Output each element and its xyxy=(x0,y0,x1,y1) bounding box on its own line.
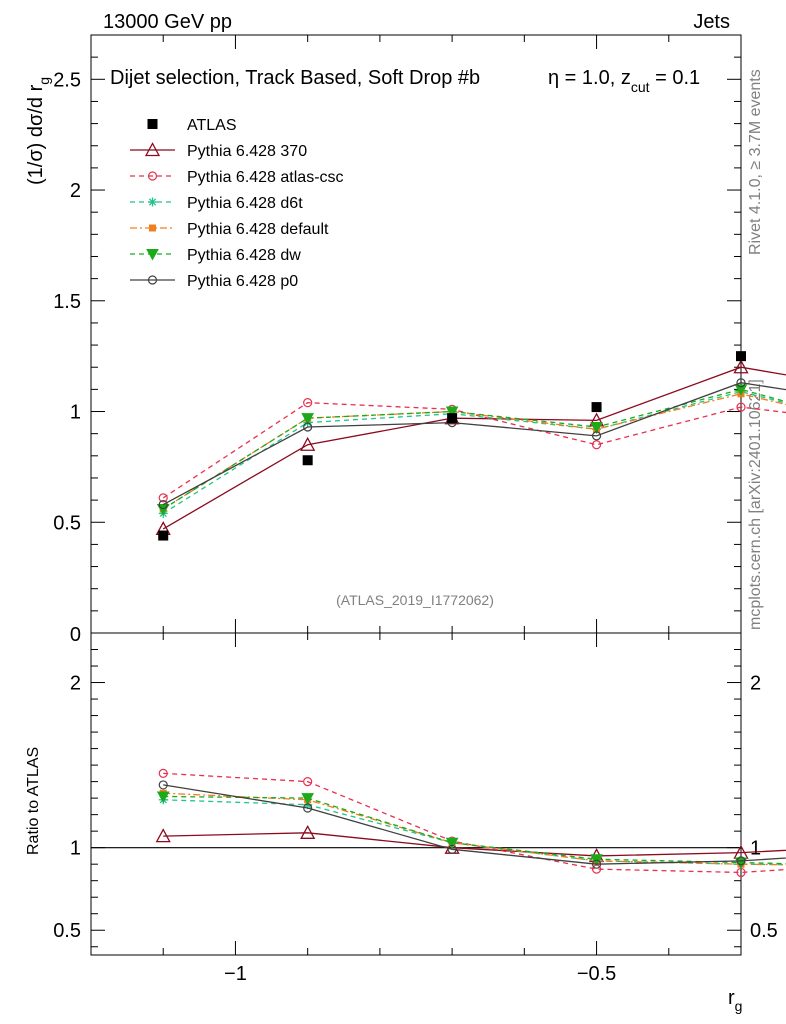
plot-title-eta-text: η = 1.0, z xyxy=(548,67,631,89)
series-line-ratio xyxy=(163,795,786,865)
series-line-main xyxy=(162,393,786,510)
x-axis-title: rg xyxy=(728,987,742,1014)
series-point-main xyxy=(736,402,746,412)
legend: ATLAS Pythia 6.428 370 Pythia 6.428 atlas-… xyxy=(130,117,344,290)
series-point-ratio xyxy=(445,837,459,850)
series-point-main xyxy=(591,440,602,450)
series-point-main xyxy=(736,378,746,388)
series-line-main xyxy=(162,390,786,514)
y-tick-label-ratio: 1 xyxy=(70,838,81,860)
series-line-main xyxy=(162,402,786,499)
y-tick-label-ratio-right: 0.5 xyxy=(750,920,778,942)
analysis-id-label: (ATLAS_2019_I1772062) xyxy=(336,592,494,608)
y-axis-title-main-text: (1/σ) dσ/d r xyxy=(25,84,47,185)
legend-label: Pythia 6.428 p0 xyxy=(187,273,298,290)
x-axis-title-sub: g xyxy=(735,998,743,1014)
data-point-atlas xyxy=(447,413,458,424)
data-point-atlas xyxy=(591,402,602,413)
mcplots-label: mcplots.cern.ch [arXiv:2401.10621] xyxy=(747,379,764,630)
data-point-atlas xyxy=(158,530,169,541)
series-point-main xyxy=(303,422,313,432)
legend-label: Pythia 6.428 370 xyxy=(187,143,307,160)
series-point-main xyxy=(590,422,603,434)
y-axis-title-main: (1/σ) dσ/d rg xyxy=(25,77,52,185)
x-tick-label: −1 xyxy=(224,963,247,985)
star-stroke xyxy=(148,198,157,206)
series-point-main xyxy=(303,398,313,408)
series-point-main xyxy=(301,413,315,425)
energy-label: 13000 GeV pp xyxy=(103,11,232,33)
rivet-version-label: Rivet 4.1.0, ≥ 3.7M events xyxy=(747,69,764,255)
legend-label: Pythia 6.428 dw xyxy=(187,247,301,264)
series-point-main xyxy=(300,436,316,451)
legend-marker xyxy=(149,224,156,232)
series-point-ratio xyxy=(158,768,168,778)
legend-marker-atlas xyxy=(147,119,158,129)
legend-label: Pythia 6.428 atlas-csc xyxy=(187,169,344,186)
legend-label-atlas: ATLAS xyxy=(187,117,237,134)
series-line-main xyxy=(162,366,786,530)
y-tick-label-ratio: 0.5 xyxy=(53,920,81,942)
plot-title-cut-sub: cut xyxy=(631,79,650,95)
series-point-ratio xyxy=(158,780,168,790)
data-point-atlas xyxy=(302,455,313,466)
series-line-main xyxy=(162,382,786,506)
category-label: Jets xyxy=(693,11,730,33)
legend-marker xyxy=(147,171,158,181)
y-axis-title-main-sub: g xyxy=(36,77,52,85)
y-tick-label-main: 2 xyxy=(70,180,81,202)
series-point-main xyxy=(158,493,168,503)
series-point-ratio xyxy=(155,828,171,843)
series-point-main xyxy=(591,431,602,441)
ratio-panel-frame xyxy=(90,632,742,956)
y-tick-label-ratio: 2 xyxy=(70,673,81,695)
series-point-main xyxy=(733,359,749,374)
y-axis-title-ratio: Ratio to ATLAS xyxy=(25,747,42,855)
series-point-ratio xyxy=(156,791,170,804)
data-point-atlas xyxy=(736,351,746,362)
legend-marker xyxy=(147,275,158,285)
y-tick-label-ratio-right: 2 xyxy=(750,673,761,695)
series-line-ratio xyxy=(163,784,786,865)
y-tick-label-main: 2.5 xyxy=(53,69,81,91)
series-point-main xyxy=(734,384,748,396)
y-tick-label-main: 1.5 xyxy=(53,291,81,313)
legend-marker xyxy=(146,249,159,261)
series-line-ratio xyxy=(163,792,786,866)
y-tick-label-main: 1 xyxy=(70,402,81,424)
series-point-ratio xyxy=(301,793,315,805)
series-point-main xyxy=(445,406,459,419)
plot-title: Dijet selection, Track Based, Soft Drop … xyxy=(110,67,480,89)
series-point-main xyxy=(158,499,168,510)
y-tick-label-main-zero: 0 xyxy=(70,624,81,646)
main-series-group xyxy=(155,351,786,541)
x-axis-title-text: r xyxy=(728,987,735,1009)
y-tick-label-main: 0.5 xyxy=(53,512,81,534)
y-tick-label-ratio-right: 1 xyxy=(750,838,761,860)
series-point-ratio xyxy=(591,859,602,869)
main-axes: 0.5 1 1.5 2 2.5 0 xyxy=(53,34,742,646)
plot-title-eta: η = 1.0, zcut = 0.1 xyxy=(548,67,700,95)
series-line-ratio xyxy=(163,799,786,866)
legend-label: Pythia 6.428 d6t xyxy=(187,195,303,212)
series-line-main xyxy=(162,388,786,510)
plot-title-tail: = 0.1 xyxy=(650,67,701,89)
series-point-ratio xyxy=(303,803,313,813)
series-line-ratio xyxy=(163,832,786,857)
x-tick-label: −0.5 xyxy=(577,963,616,985)
series-point-ratio xyxy=(303,777,313,787)
ratio-axes: −1 −0.5 0.5 0.5 1 1 2 2 xyxy=(53,632,778,985)
ratio-series-group xyxy=(155,768,786,878)
legend-marker xyxy=(144,142,161,157)
legend-label: Pythia 6.428 default xyxy=(187,221,329,238)
series-point-ratio xyxy=(447,844,457,854)
plot-title-main: Dijet selection, Track Based, Soft Drop … xyxy=(110,67,480,89)
series-point-ratio xyxy=(736,856,746,866)
series-point-ratio xyxy=(300,824,316,839)
series-line-ratio xyxy=(163,772,786,874)
legend-marker xyxy=(148,197,157,207)
